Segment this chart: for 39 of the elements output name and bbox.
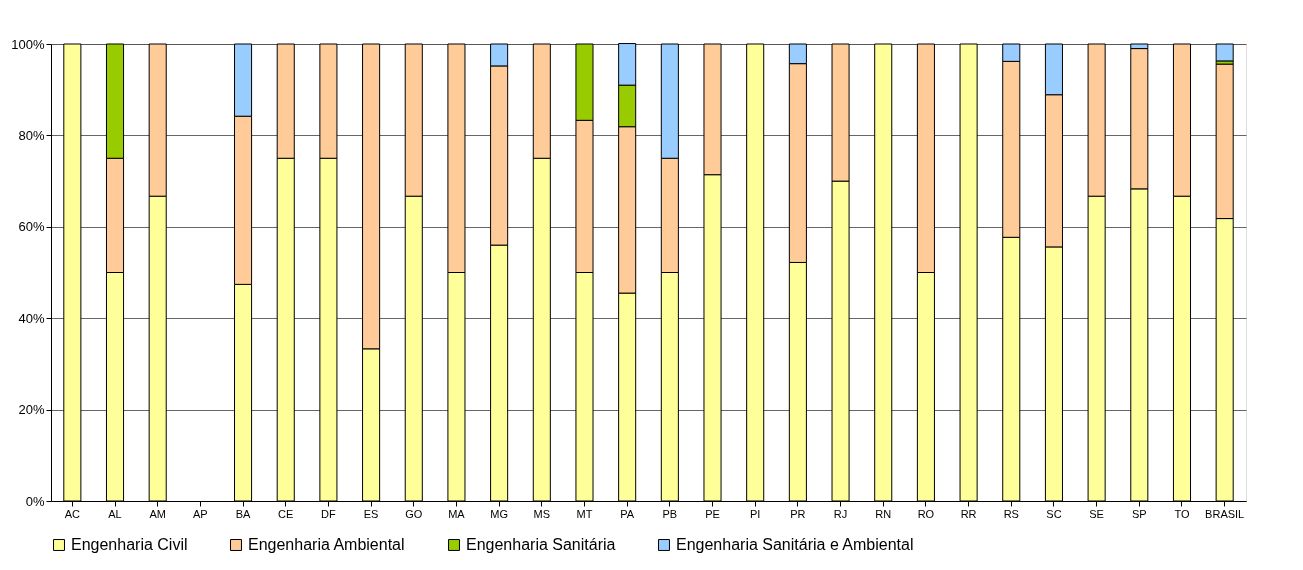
x-tick-label: GO [405, 507, 423, 520]
x-tick-label: AC [64, 507, 81, 520]
y-tick-label: 60% [18, 219, 45, 235]
x-tick-label: SP [1131, 507, 1147, 520]
legend-label: Engenharia Ambiental [248, 536, 405, 553]
x-tick-label: MT [576, 507, 593, 520]
x-tick-label: RN [875, 507, 892, 520]
x-tick-label: SC [1046, 507, 1062, 520]
x-tick-label: MA [448, 507, 466, 520]
x-tick-label: MS [533, 507, 551, 520]
x-tick-label: BRASIL [1205, 507, 1245, 520]
x-tick-label: AM [149, 507, 166, 520]
x-tick-label: BA [235, 507, 252, 520]
legend-label: Engenharia Sanitária e Ambiental [676, 536, 914, 553]
x-tick-label: PE [705, 507, 720, 520]
x-tick-label: DF [321, 507, 337, 520]
x-tick-label: RJ [833, 507, 848, 520]
x-tick-label: TO [1174, 507, 1190, 520]
x-tick-label: PB [662, 507, 678, 520]
x-tick-label: RO [917, 507, 935, 520]
bar [1215, 43, 1234, 62]
y-tick-label: 100% [11, 36, 45, 52]
x-tick-label: ES [363, 507, 379, 520]
x-tick-label: PA [620, 507, 635, 520]
x-tick-label: AL [108, 507, 122, 520]
x-tick-label: RS [1003, 507, 1019, 520]
x-tick-label: PI [749, 507, 761, 520]
x-tick-label: CE [278, 507, 294, 520]
y-tick-label: 40% [18, 310, 45, 326]
x-tick-label: PR [790, 507, 806, 520]
x-tick-label: AP [193, 507, 208, 520]
legend-label: Engenharia Civil [71, 536, 188, 553]
x-tick-label: SE [1089, 507, 1104, 520]
x-tick-label: RR [960, 507, 977, 520]
legend-label: Engenharia Sanitária [466, 536, 616, 553]
x-tick-label: MG [490, 507, 508, 520]
y-tick-label: 0% [25, 493, 45, 509]
y-tick-label: 20% [18, 402, 45, 418]
y-tick-label: 80% [18, 127, 45, 143]
